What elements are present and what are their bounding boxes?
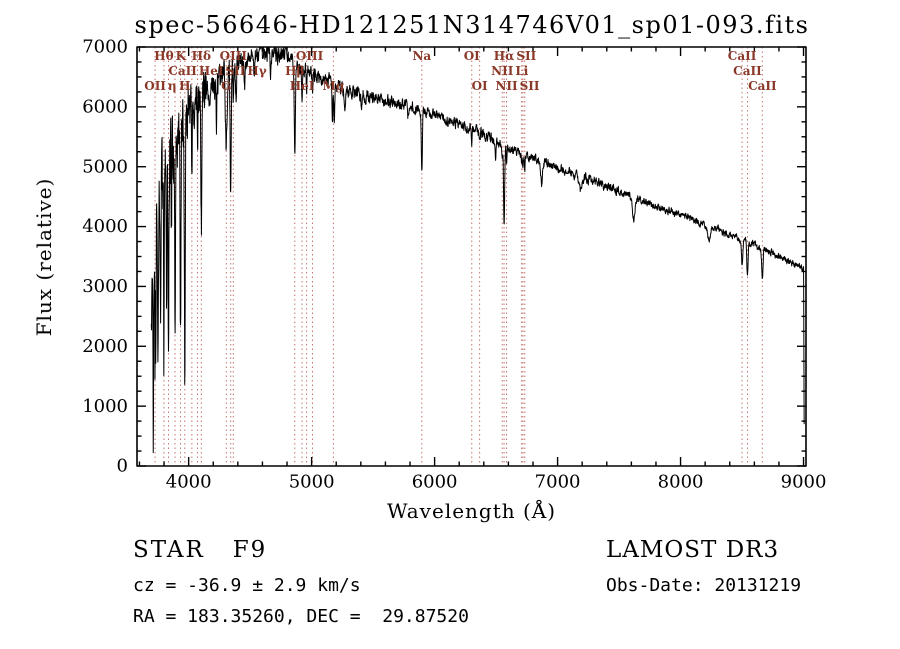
cz-velocity-text: cz = -36.9 ± 2.9 km/s <box>133 575 361 596</box>
obs-date-text: Obs-Date: 20131219 <box>606 575 802 596</box>
ra-dec-text: RA = 183.35260, DEC = 29.87520 <box>133 606 469 627</box>
classification-text: STAR F9 <box>133 537 268 563</box>
y-axis-label: Flux (relative) <box>32 177 56 337</box>
x-axis-label: Wavelength (Å) <box>386 499 557 523</box>
survey-text: LAMOST DR3 <box>606 537 780 563</box>
plot-title: spec-56646-HD121251N314746V01_sp01-093.f… <box>134 11 810 39</box>
